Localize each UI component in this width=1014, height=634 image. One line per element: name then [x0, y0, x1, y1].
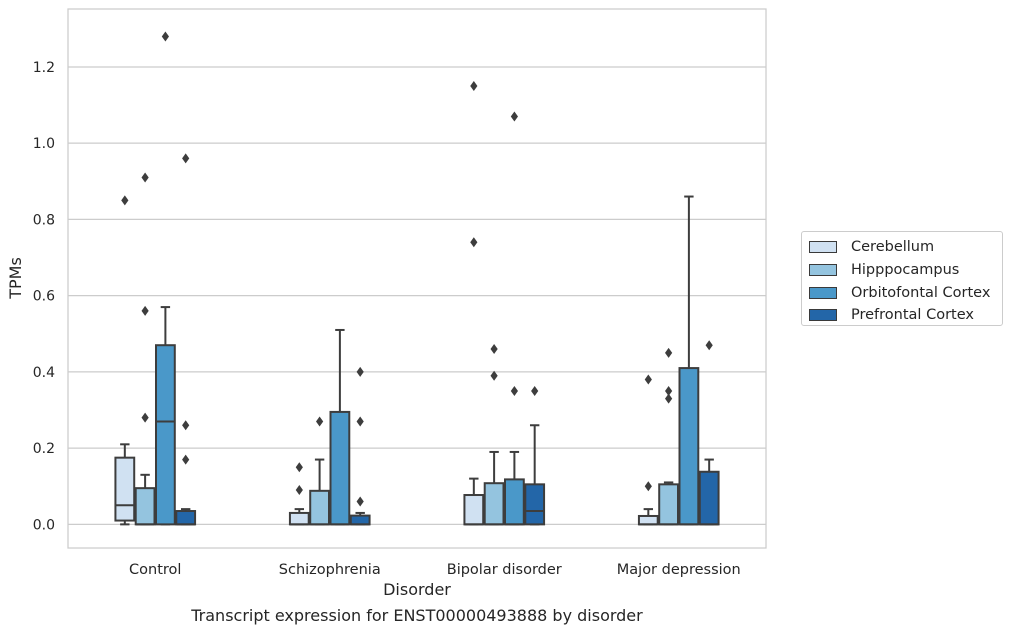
box-body — [678, 367, 700, 526]
box-body — [698, 470, 720, 526]
outlier-point — [141, 412, 149, 423]
x-tick-label: Schizophrenia — [279, 562, 381, 578]
x-tick-label: Bipolar disorder — [447, 562, 562, 578]
box-body — [658, 483, 679, 526]
legend-item: Orbitofontal Cortex — [809, 281, 1002, 304]
box-group — [114, 195, 136, 526]
outlier-point — [665, 385, 673, 396]
box-group — [483, 344, 505, 526]
outlier-point — [510, 111, 518, 122]
outlier-point — [356, 366, 364, 377]
box-body — [288, 511, 310, 526]
legend-item: Prefrontal Cortex — [809, 304, 1002, 327]
outlier-point — [510, 385, 518, 396]
outlier-point — [182, 153, 190, 164]
box-body — [637, 514, 659, 526]
outlier-point — [705, 340, 713, 351]
box-group — [678, 195, 700, 526]
legend: Cerebellum Hipppocampus Orbitofontal Cor… — [801, 231, 1003, 326]
legend-label: Prefrontal Cortex — [851, 307, 974, 324]
y-tick-label: 0.6 — [33, 289, 55, 305]
outlier-point — [531, 385, 539, 396]
legend-label: Orbitofontal Cortex — [851, 284, 991, 301]
box-body — [134, 487, 156, 526]
box-group — [349, 366, 371, 526]
y-axis-label: TPMs — [6, 257, 25, 300]
box-group — [504, 111, 525, 526]
box-group — [658, 347, 679, 526]
outlier-point — [490, 370, 498, 381]
outlier-point — [141, 172, 149, 183]
outlier-point — [356, 496, 364, 507]
outlier-point — [490, 344, 498, 355]
plot-frame — [67, 8, 767, 549]
y-tick-label: 0.4 — [33, 365, 55, 381]
legend-swatch — [809, 241, 837, 254]
box-group — [155, 31, 176, 526]
legend-swatch — [809, 309, 837, 322]
x-tick-label: Major depression — [617, 562, 741, 578]
y-tick-label: 0.2 — [33, 441, 55, 457]
box-body — [349, 514, 371, 526]
box-group — [288, 462, 310, 526]
legend-label: Cerebellum — [851, 239, 935, 256]
x-axis-label: Disorder — [383, 580, 451, 599]
legend-label: Hipppocampus — [851, 262, 960, 279]
box-body — [114, 456, 136, 522]
box-body — [175, 510, 197, 526]
y-tick-label: 0.8 — [33, 212, 55, 228]
box-group — [309, 416, 331, 526]
y-tick-label: 1.0 — [33, 136, 55, 152]
legend-item: Hipppocampus — [809, 259, 1002, 282]
outlier-point — [470, 81, 478, 91]
box-body — [329, 410, 351, 526]
outlier-point — [644, 374, 652, 385]
outlier-point — [182, 420, 190, 431]
legend-item: Cerebellum — [809, 236, 1002, 259]
box-body — [155, 344, 176, 526]
box-group — [175, 153, 197, 526]
outlier-point — [470, 237, 478, 248]
box-group — [134, 172, 156, 526]
box-group — [698, 340, 720, 526]
x-tick-label: Control — [129, 562, 181, 578]
box-group — [329, 328, 351, 526]
box-body — [463, 494, 485, 526]
outlier-point — [665, 347, 673, 358]
box-group — [463, 81, 485, 526]
y-tick-label: 1.2 — [33, 60, 55, 76]
outlier-point — [644, 481, 652, 492]
outlier-point — [316, 416, 324, 427]
outlier-point — [141, 305, 149, 316]
box-group — [637, 374, 659, 526]
legend-swatch — [809, 286, 837, 299]
y-tick-label: 0.0 — [33, 517, 55, 533]
outlier-point — [182, 454, 190, 465]
box-body — [309, 489, 331, 526]
box-body — [483, 482, 505, 526]
legend-swatch — [809, 264, 837, 277]
outlier-point — [295, 462, 303, 473]
outlier-point — [161, 31, 169, 42]
box-body — [504, 478, 525, 526]
chart-caption: Transcript expression for ENST0000049388… — [191, 606, 643, 625]
outlier-point — [356, 416, 364, 427]
box-group — [524, 385, 546, 526]
outlier-point — [295, 485, 303, 496]
outlier-point — [665, 393, 673, 404]
box-body — [524, 483, 546, 526]
outlier-point — [121, 195, 129, 206]
